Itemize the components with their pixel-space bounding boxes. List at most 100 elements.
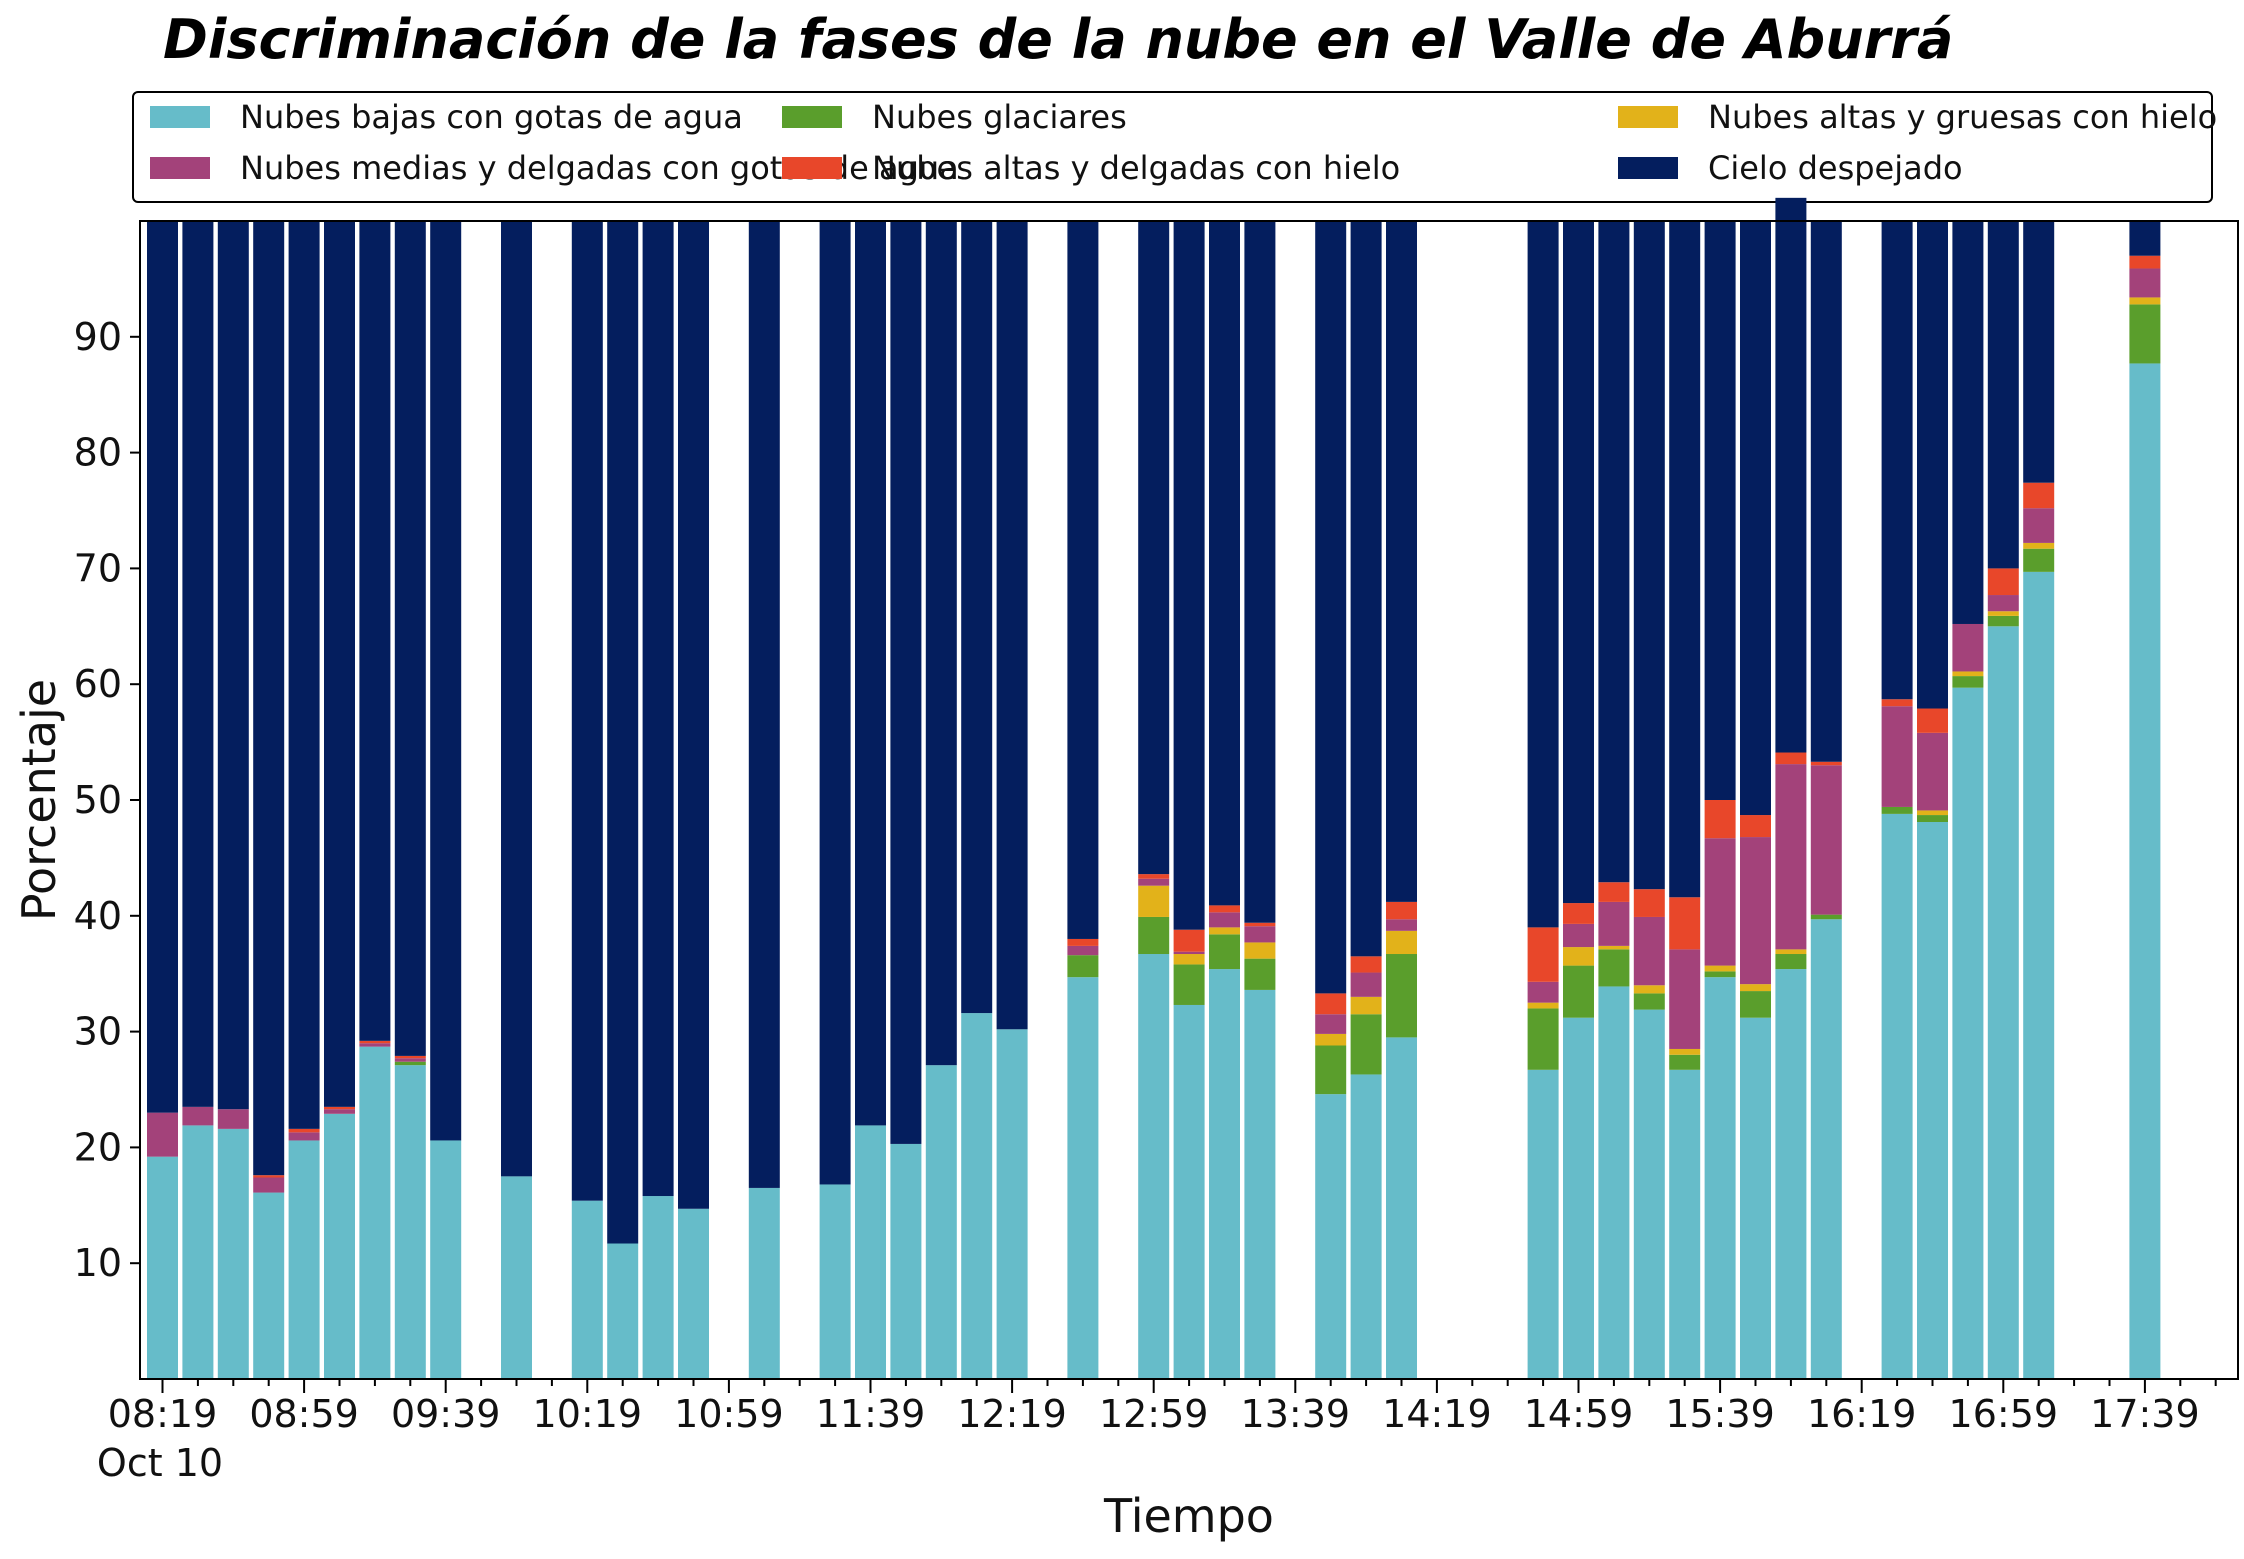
bar-segment [1067,938,1099,946]
y-tick-label: 40 [74,894,122,938]
bar-segment [182,1125,214,1379]
bar-segment [1881,699,1913,707]
bar-segment [1740,991,1771,1018]
y-tick-label: 50 [74,778,122,822]
bar-segment [501,221,532,1177]
bar-segment [1775,969,1807,1379]
y-tick-label: 20 [74,1125,122,1169]
bar-segment [1669,1054,1701,1070]
bar-segment [996,221,1028,1030]
bar-segment [1244,926,1276,943]
bar-segment [1740,1017,1771,1379]
bar-segment [1173,954,1205,965]
bar-segment [1173,951,1205,955]
bar-segment [2129,268,2161,298]
bar-segment [1987,626,2019,1379]
bar-segment [1173,1004,1205,1379]
bar-segment [1244,221,1276,923]
x-tick-label: 16:59 [1949,1392,2059,1436]
bar-segment [2023,542,2055,549]
y-axis-label: Porcentaje [12,679,66,921]
bar-segment [1315,1094,1347,1379]
bar-segment [961,1013,993,1379]
bar-segment [253,1192,285,1379]
x-tick-label: 08:59 [249,1392,359,1436]
bar-segment [1209,934,1240,970]
bar-segment [1138,916,1170,955]
bar-segment [1917,815,1948,822]
bar-segment [2129,221,2161,256]
bar-segment [288,1128,320,1133]
bar-segment [1386,954,1417,1038]
bar-segment [1244,942,1276,959]
legend-label: Nubes glaciares [872,98,1127,136]
bar-segment [1775,752,1807,765]
legend-label: Nubes altas y gruesas con hielo [1708,98,2217,136]
bar-segment [1704,838,1736,966]
bar-segment [1740,221,1771,816]
bar-segment [678,1208,709,1379]
bar-segment [1987,615,2019,627]
bar-segment [217,1109,249,1129]
bar-segment [1563,923,1594,948]
bar-segment [1173,221,1205,930]
bar-segment [2129,304,2161,364]
bar-segment [2129,297,2161,305]
bar-segment [1244,989,1276,1379]
bar-segment [1350,996,1382,1015]
bar-segment [2129,255,2161,269]
bar-segment [1704,977,1736,1379]
bar-segment [1952,687,1984,1379]
bar-segment [1740,837,1771,985]
bar-segment [1386,930,1417,955]
bar-segment [819,221,851,1185]
bar-segment [359,1043,391,1047]
bar-segment [430,1140,462,1379]
bar-segment [1704,800,1736,839]
bar-segment [324,221,355,1107]
bar-segment [1775,764,1807,950]
bar-segment [394,1058,426,1062]
bar-segment [1881,706,1913,807]
bar-segment [1350,1014,1382,1075]
bar-segment [1350,1074,1382,1379]
bar-segment [1917,732,1948,811]
bar-segment [1810,914,1842,920]
bar-segment [394,221,426,1056]
bar-segment [1952,221,1984,624]
legend-swatch [1618,157,1678,179]
bar-segment [253,221,285,1176]
bar-segment [2023,508,2055,543]
bar-segment [1881,813,1913,1379]
x-tick-label: 14:19 [1382,1392,1492,1436]
bar-segment [217,1128,249,1379]
bar-segment [288,1132,320,1141]
bar-segment [1775,954,1807,970]
bar-segment [1563,1017,1594,1379]
legend-label: Nubes altas y delgadas con hielo [872,149,1400,187]
bar-segment [1209,221,1240,906]
bar-segment [2129,363,2161,1379]
bar-segment [324,1106,355,1110]
bar-segment [1740,815,1771,838]
bar-segment [1244,922,1276,927]
y-tick-label: 30 [74,1010,122,1054]
x-tick-label: 15:39 [1665,1392,1775,1436]
y-tick-label: 90 [74,315,122,359]
x-tick-label: 10:19 [533,1392,643,1436]
bar-segment [1527,1008,1559,1070]
bar-segment [217,221,249,1110]
bar-segment [1704,971,1736,978]
bar-segment [1810,761,1842,766]
bar-segment [1350,972,1382,997]
bar-segment [1067,221,1099,939]
bar-segment [1527,221,1559,928]
bar-segment [1669,897,1701,950]
bar-segment [642,1196,674,1379]
bar-segment [1209,927,1240,935]
bar-segment [1633,1009,1665,1379]
bar-segment [1350,956,1382,973]
bar-segment [1917,810,1948,816]
bar-segment [1527,927,1559,982]
